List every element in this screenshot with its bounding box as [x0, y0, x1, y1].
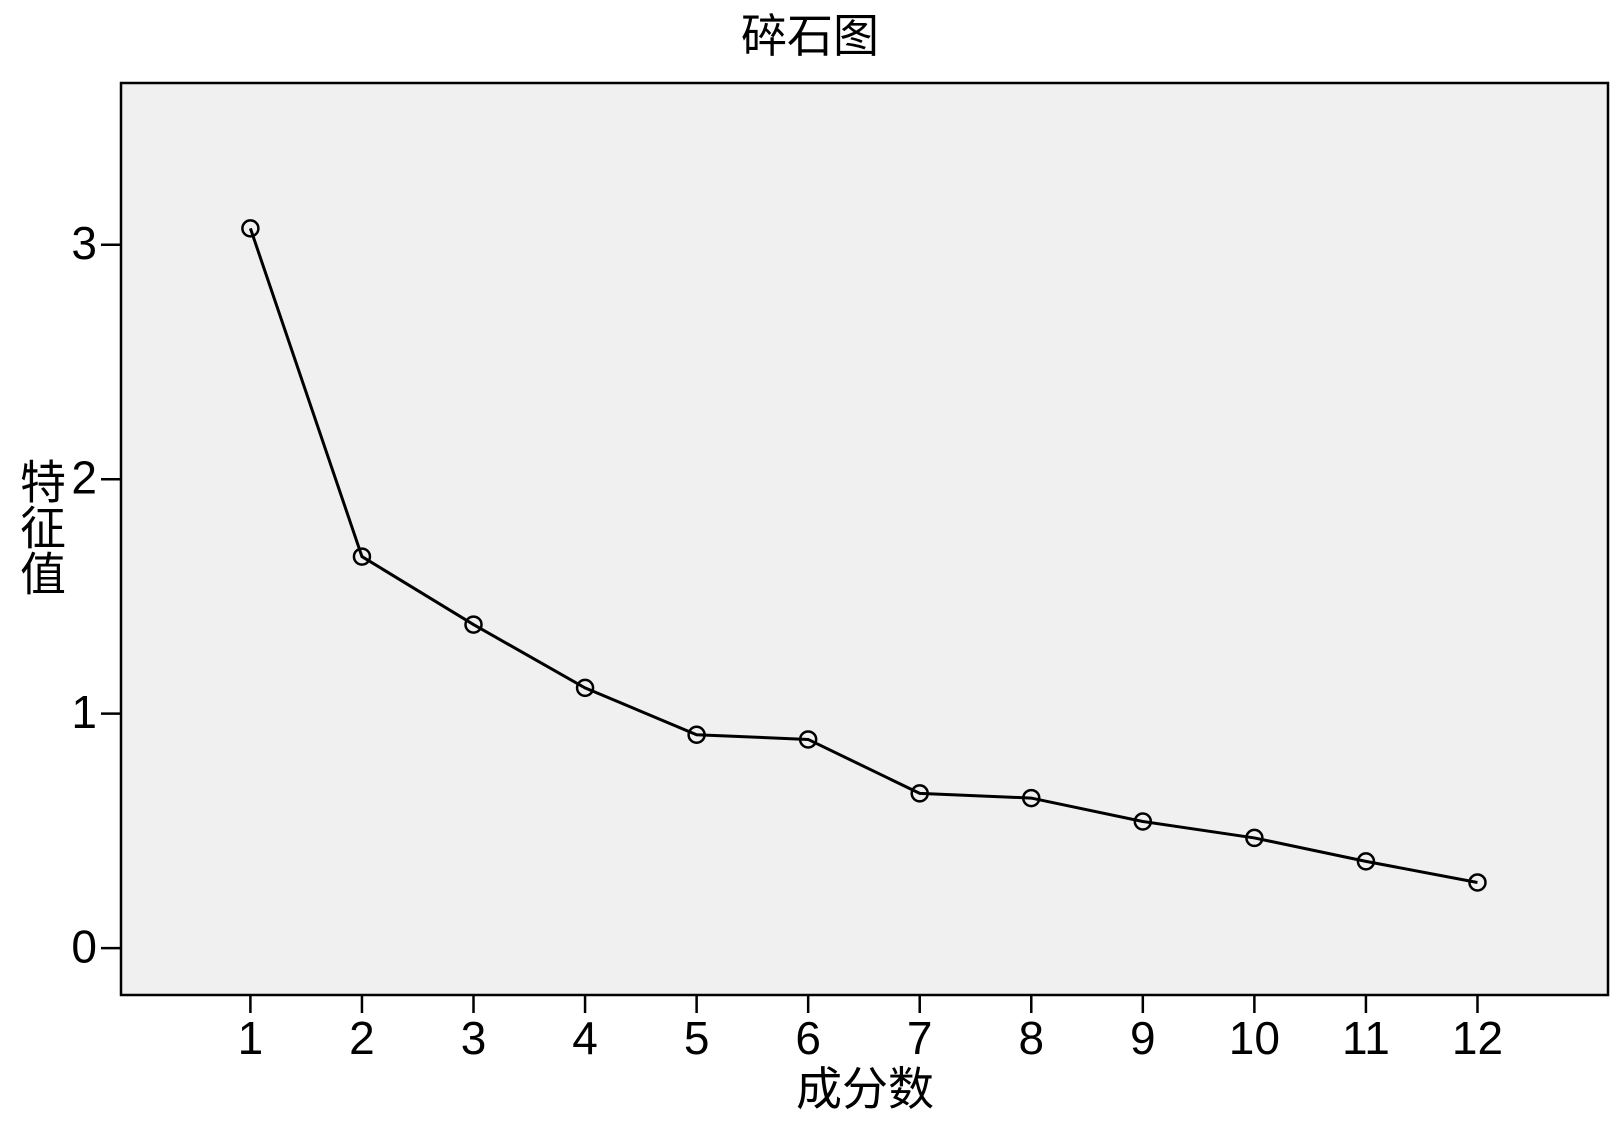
series-line [248, 227, 1478, 884]
data-point [1356, 852, 1376, 871]
plot-area [119, 81, 1610, 997]
y-tick-label: 1 [71, 686, 97, 738]
data-point [1468, 873, 1487, 892]
data-point [687, 725, 706, 745]
x-tick-label: 8 [1018, 1012, 1044, 1064]
x-tick-label: 9 [1130, 1012, 1156, 1064]
y-tick-label: 2 [71, 451, 97, 503]
x-tick-label: 6 [795, 1012, 821, 1064]
x-tick-label: 11 [1342, 1012, 1390, 1064]
x-axis-label: 成分数 [796, 1062, 934, 1116]
x-tick-label: 3 [461, 1012, 487, 1064]
data-point [1022, 788, 1041, 808]
data-point [352, 547, 372, 566]
y-axis-label: 特征值 [13, 458, 67, 596]
y-tick-label: 0 [71, 920, 97, 972]
data-point [1133, 812, 1153, 831]
data-point [575, 678, 595, 698]
x-tick-label: 1 [238, 1012, 264, 1064]
x-tick-label: 2 [349, 1012, 375, 1064]
data-point [464, 615, 483, 634]
chart-title: 碎石图 [741, 9, 879, 63]
x-tick-label: 4 [572, 1012, 598, 1064]
data-point [910, 784, 929, 803]
x-tick-label: 5 [684, 1012, 710, 1064]
x-tick-label: 12 [1452, 1012, 1503, 1064]
data-point [241, 219, 260, 238]
data-point [1245, 828, 1264, 848]
y-tick-label: 3 [71, 217, 97, 269]
data-point [798, 730, 818, 749]
x-tick-label: 10 [1229, 1012, 1280, 1064]
x-tick-label: 7 [907, 1012, 933, 1064]
